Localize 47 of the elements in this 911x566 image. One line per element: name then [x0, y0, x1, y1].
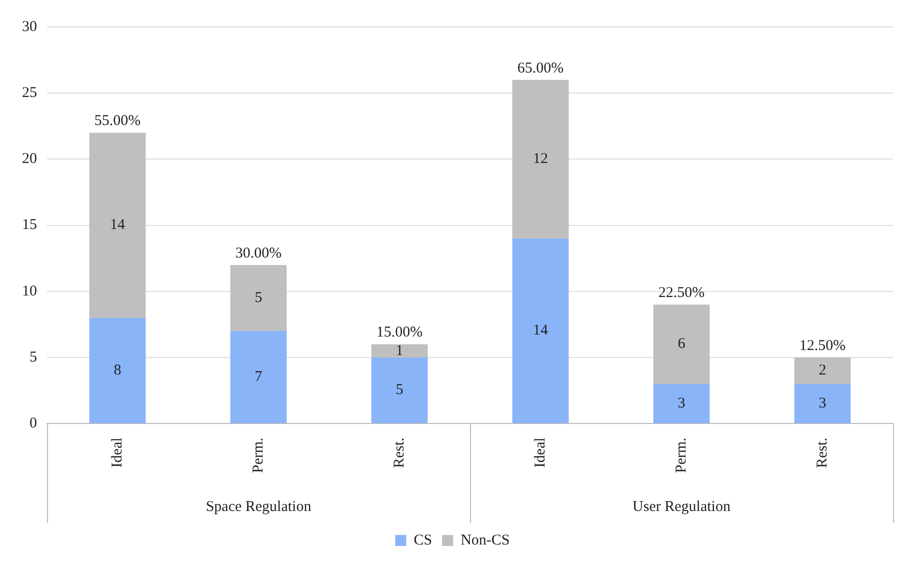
x-tick-label: Ideal: [532, 438, 548, 468]
bar: [230, 264, 287, 332]
x-tick-label: Ideal: [109, 438, 126, 468]
bar: [512, 238, 569, 424]
data-label: 5: [396, 382, 404, 398]
annotation: 15.00%: [376, 324, 423, 341]
text: Space Regulation: [206, 498, 312, 515]
y-tick-label: 25: [22, 85, 37, 102]
bar: [653, 384, 710, 424]
bar: [371, 344, 428, 358]
data-label: 6: [678, 336, 686, 352]
y-tick-label: 15: [22, 217, 37, 234]
data-label: 3: [818, 395, 826, 412]
y-tick-label: 10: [22, 283, 37, 300]
text: User Regulation: [632, 498, 731, 515]
data-label: 5: [254, 290, 262, 306]
annotation: 65.00%: [517, 60, 564, 76]
bar: [371, 357, 428, 424]
data-label: 12: [533, 151, 548, 168]
annotation: 12.50%: [799, 338, 846, 354]
bar: [230, 331, 287, 424]
data-label: 7: [254, 369, 263, 386]
bar: [794, 357, 851, 384]
data-label: 1: [396, 342, 404, 359]
y-tick-label: 20: [22, 151, 37, 168]
x-tick-label: Rest.: [814, 438, 830, 468]
data-label: 3: [678, 395, 686, 412]
x-tick-label: Perm.: [250, 438, 266, 474]
y-tick-label: 5: [30, 349, 37, 366]
bar: [794, 384, 851, 424]
annotation: 55.00%: [94, 113, 141, 130]
data-label: 14: [110, 217, 126, 234]
y-tick-label: 0: [30, 416, 37, 432]
annotation: 30.00%: [235, 245, 282, 262]
x-tick-label: Rest.: [391, 438, 408, 468]
bar: [512, 80, 569, 239]
bar: [89, 318, 146, 424]
y-tick-label: 30: [22, 18, 37, 35]
data-label: 8: [114, 362, 122, 378]
bar: [653, 304, 710, 384]
data-label: 2: [818, 362, 826, 379]
annotation: 22.50%: [658, 285, 705, 302]
data-label: 14: [533, 322, 548, 339]
legend-label: CS: [414, 532, 432, 548]
legend-label: Non-CS: [460, 532, 510, 548]
bar: [89, 132, 146, 318]
x-tick-label: Perm.: [673, 438, 690, 474]
